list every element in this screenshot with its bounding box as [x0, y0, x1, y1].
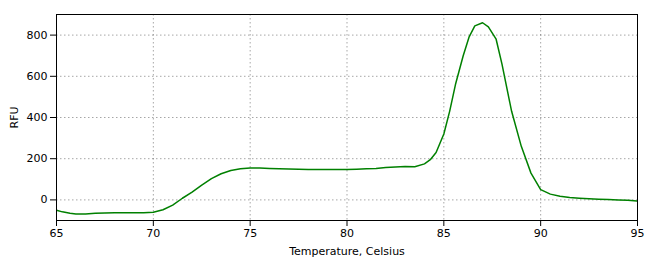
svg-text:600: 600: [27, 70, 48, 83]
svg-text:80: 80: [340, 227, 354, 240]
svg-text:95: 95: [631, 227, 645, 240]
svg-text:800: 800: [27, 29, 48, 42]
svg-text:90: 90: [534, 227, 548, 240]
svg-text:Temperature, Celsius: Temperature, Celsius: [288, 245, 405, 258]
svg-text:0: 0: [41, 193, 48, 206]
svg-text:75: 75: [243, 227, 257, 240]
svg-text:85: 85: [437, 227, 451, 240]
svg-text:RFU: RFU: [8, 106, 21, 128]
svg-text:200: 200: [27, 152, 48, 165]
svg-text:400: 400: [27, 111, 48, 124]
svg-text:65: 65: [50, 227, 64, 240]
svg-text:70: 70: [146, 227, 160, 240]
